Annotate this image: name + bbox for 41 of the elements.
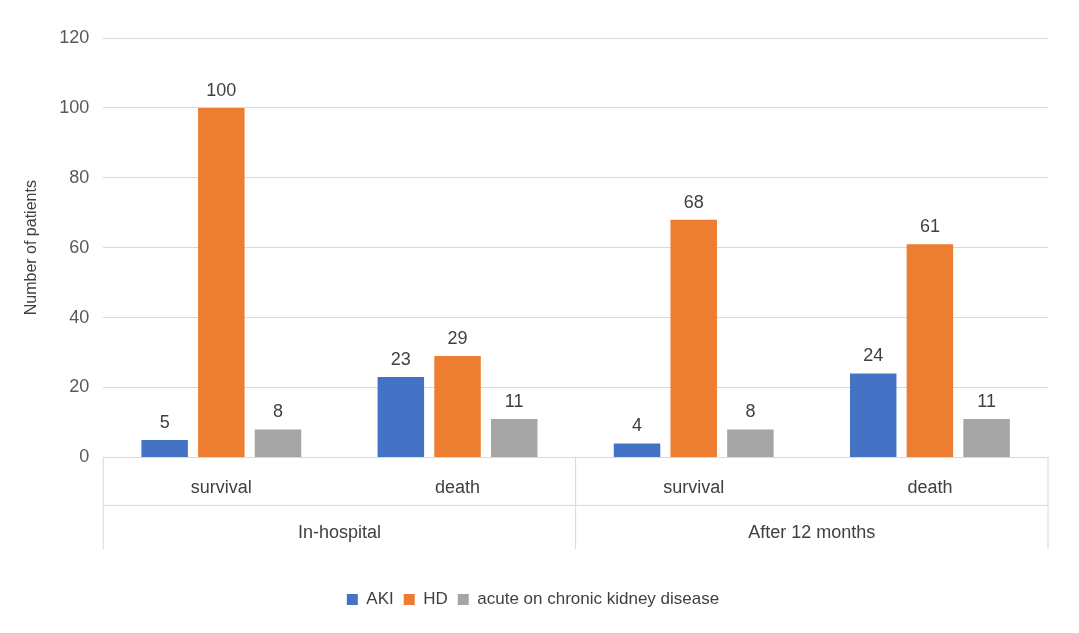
data-label: 8 — [745, 401, 756, 422]
y-tick-label: 0 — [79, 446, 90, 467]
bar — [254, 429, 302, 457]
legend-label: acute on chronic kidney disease — [477, 589, 720, 609]
y-tick-label: 40 — [69, 306, 90, 327]
y-tick-label: 120 — [59, 26, 90, 47]
x-tick-label: death — [435, 477, 481, 498]
y-axis-title: Number of patients — [22, 180, 40, 316]
data-label: 29 — [447, 328, 468, 349]
data-label: 4 — [632, 415, 643, 436]
data-label: 100 — [206, 79, 237, 100]
text: After 12 months — [748, 522, 876, 543]
data-label: 5 — [159, 411, 170, 432]
x-tick-label: death — [907, 477, 953, 498]
bar — [198, 107, 245, 457]
bar — [613, 443, 661, 457]
data-label: 11 — [504, 390, 524, 411]
y-tick-label: 80 — [69, 166, 90, 187]
bar — [727, 429, 774, 457]
bar — [670, 219, 717, 457]
bar — [963, 418, 1010, 457]
data-label: 68 — [683, 191, 704, 212]
bar — [906, 244, 954, 457]
data-label: 11 — [977, 390, 996, 411]
legend-label: AKI — [366, 589, 394, 609]
bar — [377, 377, 425, 457]
bar — [490, 418, 538, 457]
legend-label: HD — [423, 589, 448, 609]
data-label: 23 — [390, 348, 411, 369]
bar — [141, 439, 188, 457]
y-tick-label: 100 — [59, 96, 90, 117]
data-label: 24 — [863, 345, 884, 366]
x-tick-label: survival — [663, 477, 725, 498]
data-label: 8 — [273, 401, 284, 422]
x-tick-label: survival — [190, 477, 252, 498]
bar — [849, 373, 897, 457]
data-label: 61 — [919, 216, 940, 237]
y-tick-label: 60 — [69, 236, 90, 257]
text: In-hospital — [297, 522, 381, 543]
bar — [434, 356, 481, 457]
y-tick-label: 20 — [69, 376, 90, 397]
